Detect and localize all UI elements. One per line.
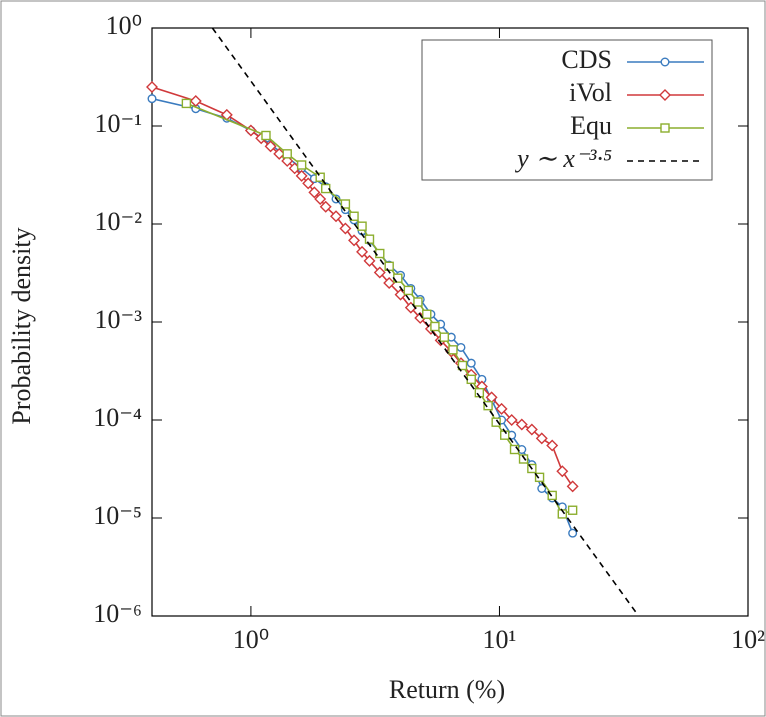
marker: [448, 345, 458, 355]
marker: [308, 186, 321, 199]
legend-label: Equ: [570, 111, 612, 140]
marker: [439, 332, 450, 342]
marker: [373, 266, 386, 279]
y-tick-label: 10⁰: [106, 11, 142, 40]
marker: [295, 169, 308, 182]
marker: [146, 81, 158, 93]
legend-label: y ∼ x⁻³·⁵: [514, 144, 612, 173]
marker: [568, 528, 578, 538]
marker: [505, 414, 518, 426]
marker: [495, 402, 508, 415]
marker: [535, 432, 548, 445]
marker: [422, 309, 432, 319]
marker: [413, 297, 423, 307]
marker: [189, 94, 202, 107]
marker: [556, 465, 569, 478]
marker: [339, 222, 352, 235]
marker: [302, 177, 315, 190]
marker: [348, 234, 361, 247]
marker: [282, 149, 292, 159]
marker: [383, 277, 396, 289]
legend-marker: [659, 89, 671, 101]
x-tick-label: 10¹: [483, 625, 517, 654]
marker: [456, 342, 466, 352]
marker: [357, 221, 367, 231]
legend-marker: [660, 57, 670, 67]
marker: [546, 439, 559, 452]
marker: [466, 374, 476, 385]
y-tick-label: 10⁻⁴: [93, 403, 142, 432]
legend-marker: [660, 123, 670, 133]
marker: [349, 211, 359, 221]
marker: [534, 472, 545, 483]
marker: [491, 417, 501, 427]
marker: [181, 98, 192, 109]
marker: [315, 172, 325, 182]
marker: [457, 360, 468, 371]
marker: [403, 285, 414, 296]
x-tick-label: 10²: [731, 625, 765, 654]
marker: [314, 192, 327, 205]
marker: [147, 94, 157, 104]
y-tick-label: 10⁻⁶: [93, 599, 142, 628]
marker: [319, 200, 332, 213]
marker: [566, 480, 579, 493]
x-axis-label: Return (%): [389, 675, 505, 704]
marker: [466, 358, 476, 368]
y-axis-label: Probability density: [7, 227, 36, 424]
marker: [364, 234, 375, 244]
series-line: [211, 28, 640, 616]
marker: [375, 248, 385, 259]
marker: [340, 199, 351, 209]
marker: [264, 140, 277, 153]
legend-label: iVol: [569, 78, 612, 107]
marker: [363, 254, 376, 267]
marker: [537, 483, 547, 493]
y-tick-label: 10⁻³: [94, 305, 142, 334]
marker: [261, 130, 271, 141]
marker: [430, 321, 440, 332]
y-tick-label: 10⁻²: [94, 207, 142, 236]
legend-label: CDS: [561, 45, 612, 74]
marker: [356, 245, 369, 258]
marker: [296, 160, 307, 170]
x-tick-label: 10⁰: [233, 625, 269, 654]
marker: [515, 418, 528, 431]
marker: [483, 400, 493, 411]
y-tick-label: 10⁻⁵: [93, 501, 142, 530]
marker: [567, 505, 578, 515]
marker: [525, 423, 538, 436]
marker: [384, 261, 394, 272]
marker: [518, 454, 529, 464]
marker: [330, 210, 343, 223]
y-tick-label: 10⁻¹: [94, 109, 142, 138]
